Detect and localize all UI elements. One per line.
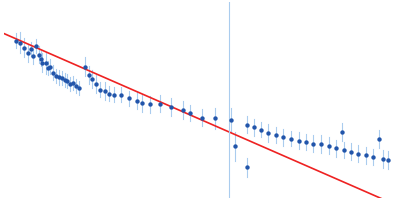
Point <box>147 103 153 106</box>
Point <box>64 80 71 83</box>
Point <box>21 46 27 49</box>
Point <box>17 41 23 45</box>
Point <box>272 133 279 137</box>
Point <box>180 108 186 111</box>
Point <box>110 93 117 96</box>
Point <box>62 78 68 81</box>
Point <box>258 128 265 131</box>
Point <box>168 105 174 109</box>
Point <box>363 154 369 157</box>
Point <box>326 144 332 147</box>
Point <box>67 83 74 86</box>
Point <box>133 99 140 102</box>
Point <box>340 148 347 152</box>
Point <box>12 39 19 42</box>
Point <box>296 139 302 142</box>
Point <box>212 117 218 120</box>
Point <box>82 65 88 68</box>
Point <box>47 65 53 68</box>
Point <box>45 66 51 69</box>
Point <box>70 82 76 85</box>
Point <box>58 76 65 80</box>
Point <box>93 83 100 86</box>
Point <box>102 90 108 93</box>
Point <box>73 84 80 88</box>
Point <box>348 150 354 153</box>
Point <box>318 142 324 145</box>
Point <box>156 102 163 105</box>
Point <box>118 93 124 96</box>
Point <box>243 166 250 169</box>
Point <box>35 53 42 56</box>
Point <box>139 101 146 104</box>
Point <box>280 136 286 139</box>
Point <box>379 157 386 160</box>
Point <box>76 86 82 89</box>
Point <box>376 138 382 141</box>
Point <box>28 48 34 51</box>
Point <box>333 147 340 150</box>
Point <box>39 61 46 64</box>
Point <box>302 140 309 144</box>
Point <box>85 73 92 76</box>
Point <box>251 126 257 129</box>
Point <box>32 44 39 47</box>
Point <box>126 97 132 100</box>
Point <box>106 92 112 95</box>
Point <box>50 71 56 74</box>
Point <box>288 137 294 140</box>
Point <box>42 62 49 65</box>
Point <box>199 116 205 119</box>
Point <box>228 118 234 122</box>
Point <box>25 51 31 54</box>
Point <box>97 88 103 91</box>
Point <box>384 159 391 162</box>
Point <box>355 152 362 155</box>
Point <box>310 142 316 145</box>
Point <box>244 123 250 126</box>
Point <box>265 132 272 135</box>
Point <box>53 74 59 77</box>
Point <box>89 77 96 81</box>
Point <box>187 111 194 115</box>
Point <box>55 76 62 79</box>
Point <box>370 155 376 159</box>
Point <box>231 145 238 148</box>
Point <box>339 131 345 134</box>
Point <box>37 57 44 60</box>
Point <box>30 55 36 58</box>
